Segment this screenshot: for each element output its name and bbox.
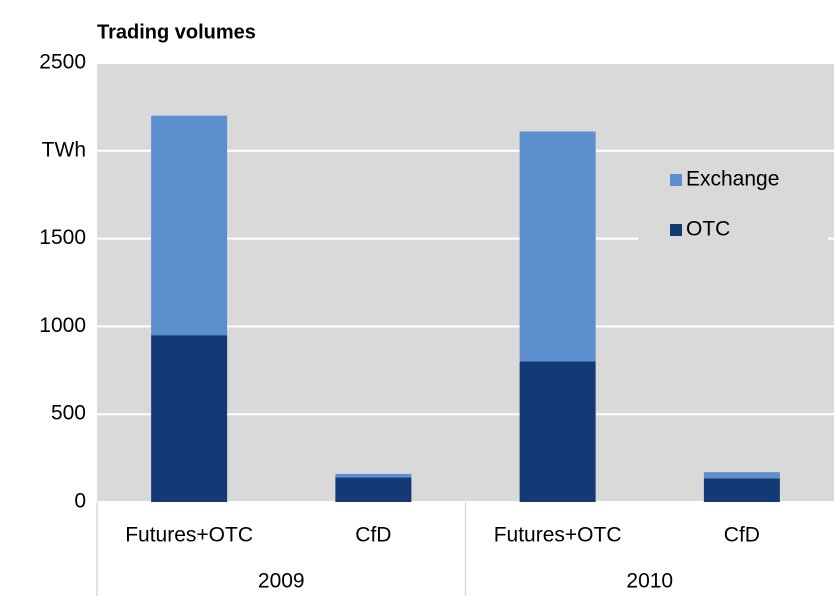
- bar-segment: [703, 472, 780, 479]
- y-tick-label: 500: [51, 402, 86, 425]
- legend-label: Exchange: [686, 168, 779, 191]
- group-label: 2010: [626, 570, 673, 593]
- y-tick-label: 1500: [39, 226, 86, 249]
- y-tick-label: 2500: [39, 51, 86, 74]
- bar-segment: [519, 131, 596, 362]
- bar-segment: [703, 478, 780, 502]
- x-tick-label: CfD: [724, 524, 760, 547]
- legend-swatch: [670, 174, 682, 186]
- y-tick-label: 1000: [39, 314, 86, 337]
- bar-segment: [335, 477, 412, 502]
- bar-segment: [519, 361, 596, 502]
- x-tick-label: Futures+OTC: [494, 524, 622, 547]
- y-tick-label: TWh: [42, 138, 86, 161]
- chart-title: Trading volumes: [97, 21, 256, 43]
- legend-box: [638, 162, 828, 250]
- legend-label: OTC: [686, 218, 730, 241]
- x-tick-label: CfD: [355, 524, 391, 547]
- bar-segment: [151, 115, 228, 336]
- bar-segment: [151, 335, 228, 502]
- x-tick-label: Futures+OTC: [125, 524, 253, 547]
- y-tick-label: 0: [74, 490, 86, 513]
- bar-segment: [335, 473, 412, 478]
- group-label: 2009: [258, 570, 305, 593]
- legend-swatch: [670, 224, 682, 236]
